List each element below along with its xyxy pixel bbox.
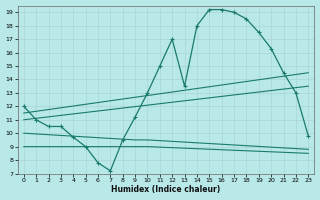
X-axis label: Humidex (Indice chaleur): Humidex (Indice chaleur) xyxy=(111,185,221,194)
